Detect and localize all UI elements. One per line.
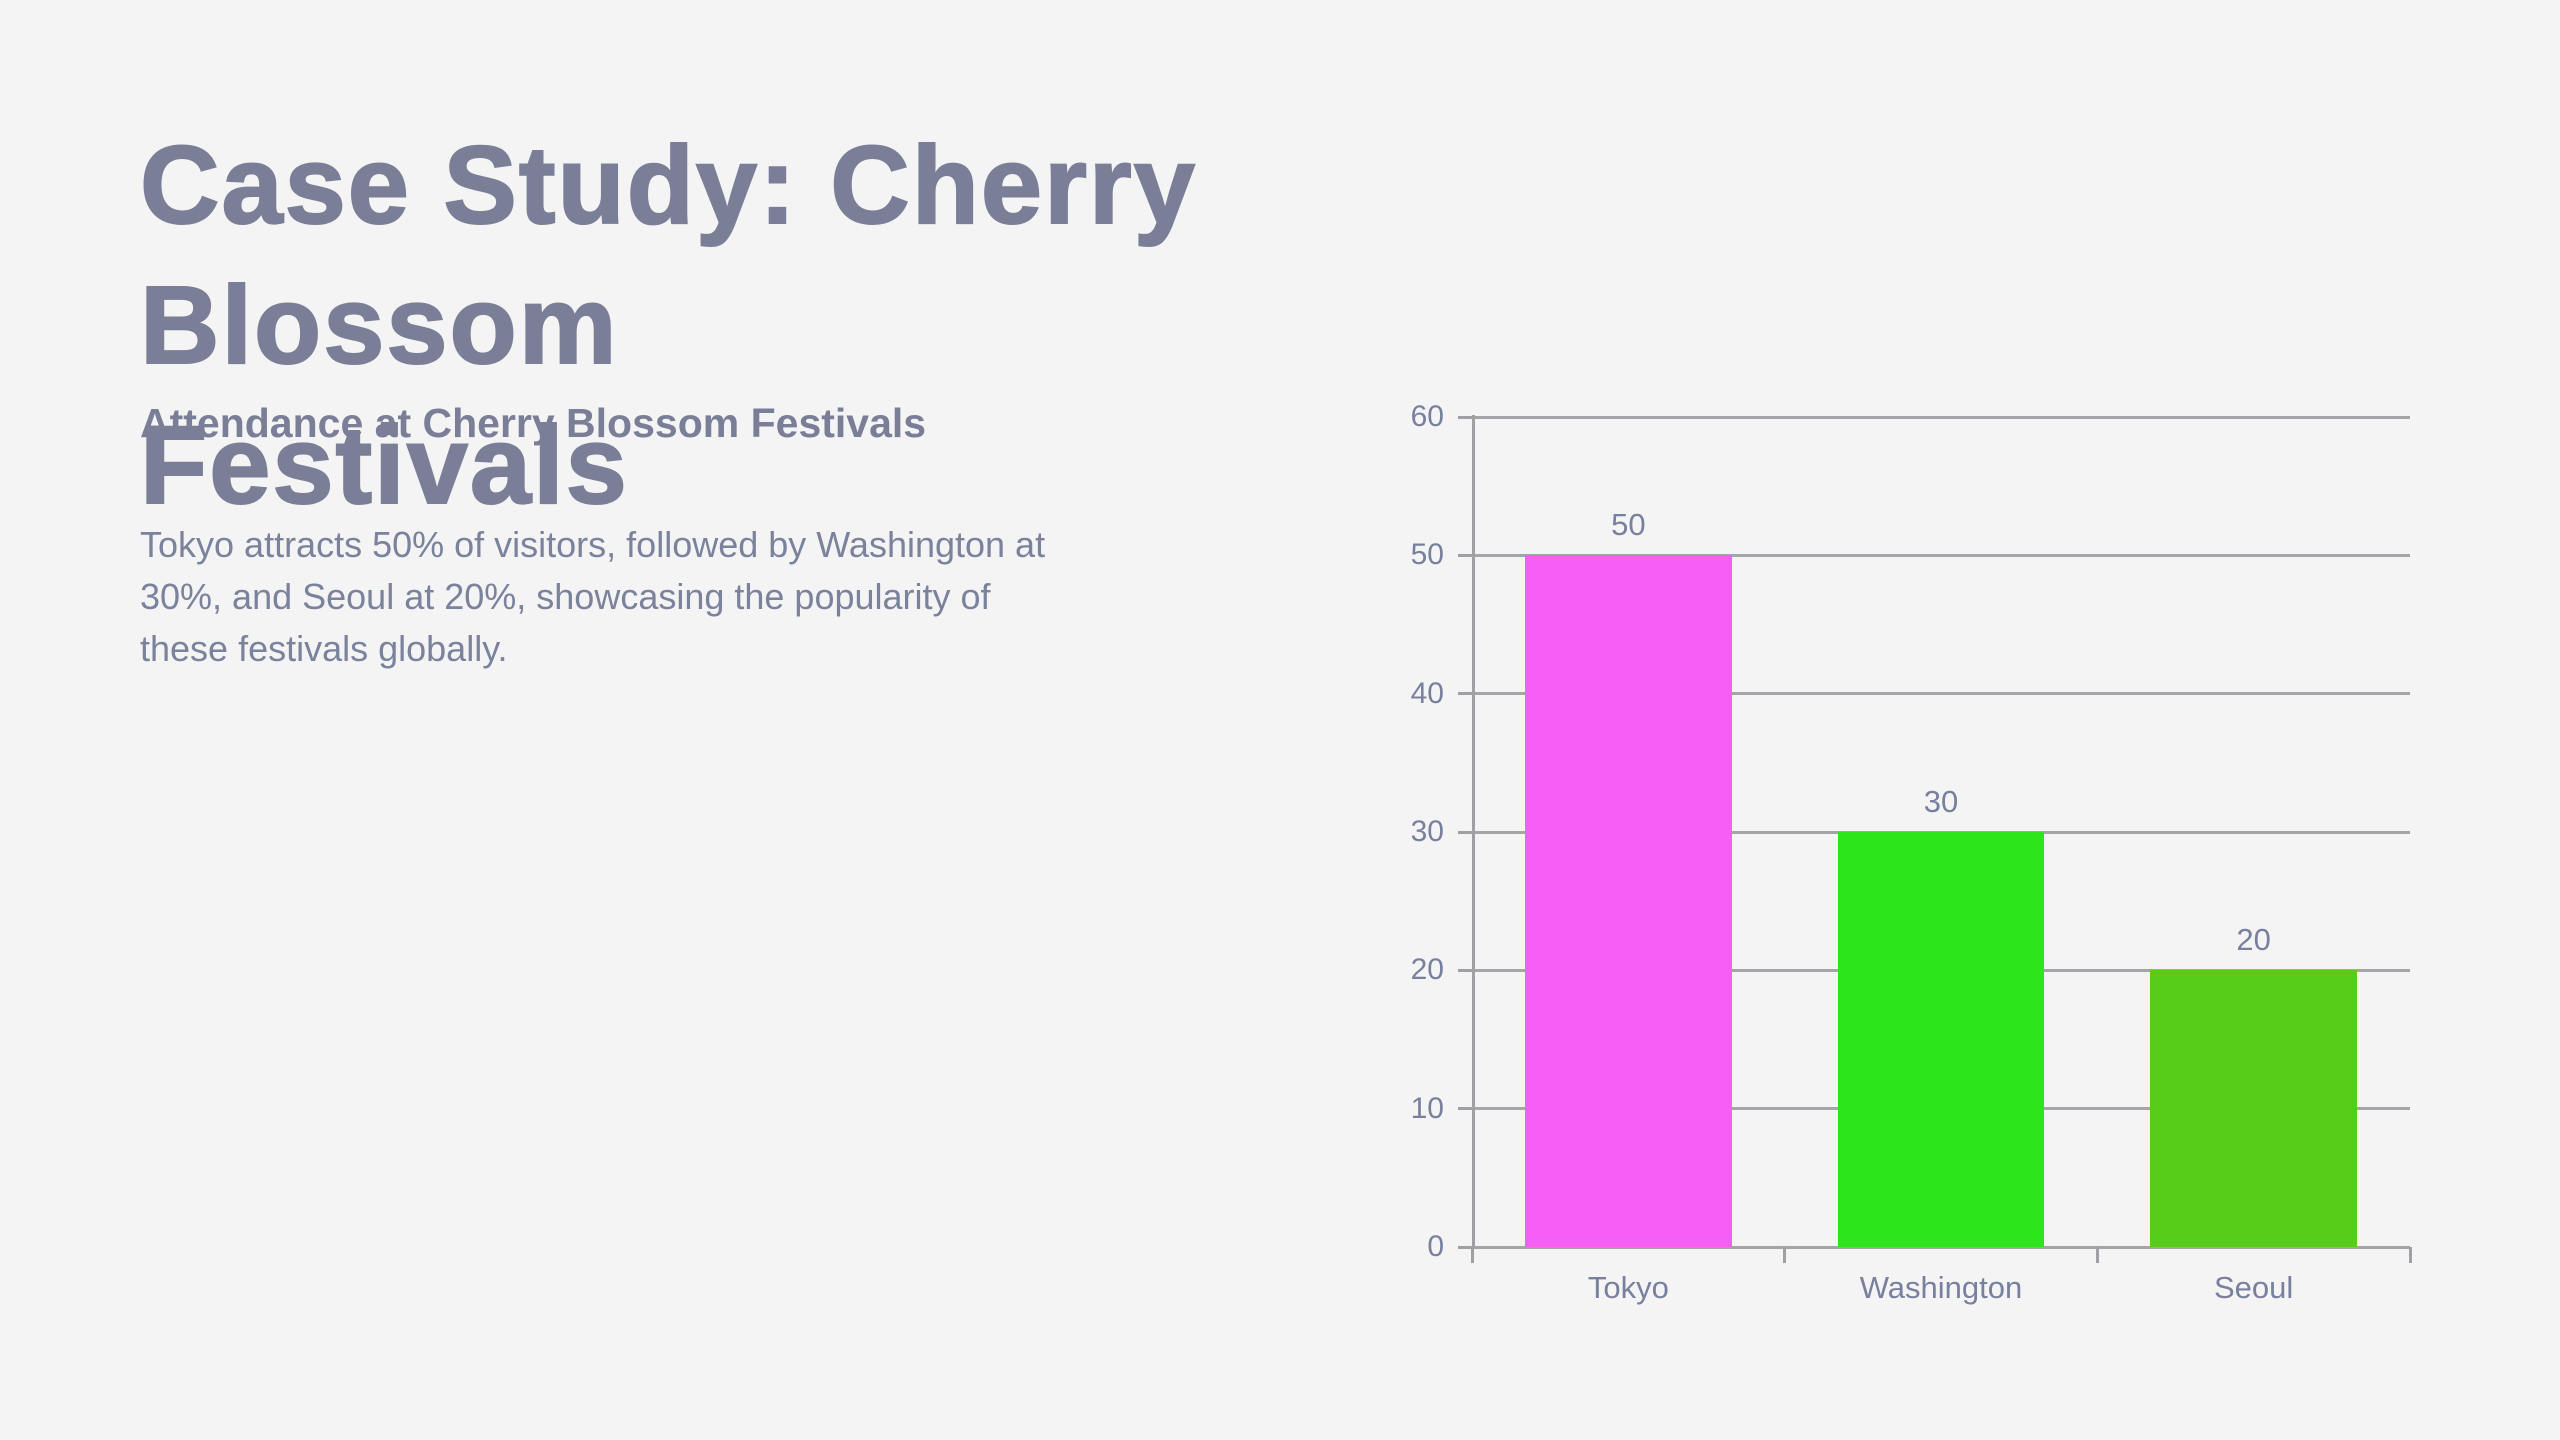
bar-tokyo [1525, 555, 1732, 1247]
y-axis-tick-30 [1458, 830, 1472, 834]
page-title: Case Study: Cherry Blossom Festivals [139, 123, 1197, 528]
bar-chart: 0 10 20 30 40 50 60 50 Tokyo 30 Washington 20 Seoul [1411, 400, 2412, 1305]
x-axis-tick [1783, 1247, 1787, 1263]
body-text: Tokyo attracts 50% of visitors, followed… [140, 524, 1046, 669]
gridline-60 [1472, 415, 2410, 419]
y-axis-tick-label: 30 [1410, 815, 1444, 848]
bar-value-label: 50 [1611, 507, 1646, 543]
y-axis-tick-label: 60 [1410, 400, 1444, 433]
y-axis-tick-label: 0 [1427, 1230, 1444, 1263]
y-axis-tick-label: 40 [1410, 676, 1444, 710]
y-axis-line [1472, 415, 1475, 1249]
x-axis-tick [2095, 1247, 2099, 1263]
x-axis-category-label: Seoul [2214, 1270, 2294, 1305]
x-axis-category-label: Tokyo [1587, 1270, 1669, 1305]
y-axis-tick-50 [1458, 553, 1472, 557]
y-axis-tick-label: 10 [1410, 1091, 1444, 1125]
y-axis-tick-label: 20 [1410, 953, 1444, 987]
x-axis-tick [1470, 1247, 1474, 1263]
y-axis-tick-40 [1458, 692, 1472, 696]
gridline-50 [1472, 553, 2410, 557]
y-axis-tick-label: 50 [1410, 538, 1444, 572]
bar-seoul [2150, 970, 2357, 1247]
y-axis-tick-10 [1458, 1107, 1472, 1111]
bar-value-label: 20 [2236, 922, 2271, 958]
y-axis-tick-60 [1458, 415, 1472, 419]
gridline-40 [1472, 692, 2410, 696]
bar-value-label: 30 [1923, 784, 1959, 819]
y-axis-tick-0 [1458, 1245, 1472, 1249]
y-axis-tick-20 [1458, 968, 1472, 972]
x-axis-tick [2408, 1247, 2412, 1263]
gridline-0 [1472, 1245, 2410, 1249]
chart-subtitle: Attendance at Cherry Blossom Festivals [140, 400, 927, 446]
x-axis-category-label: Washington [1859, 1270, 2023, 1305]
chart-plot-area: 0 10 20 30 40 50 60 50 Tokyo 30 Washington 20 Seoul [1411, 400, 2412, 1305]
bar-washington [1837, 832, 2045, 1247]
